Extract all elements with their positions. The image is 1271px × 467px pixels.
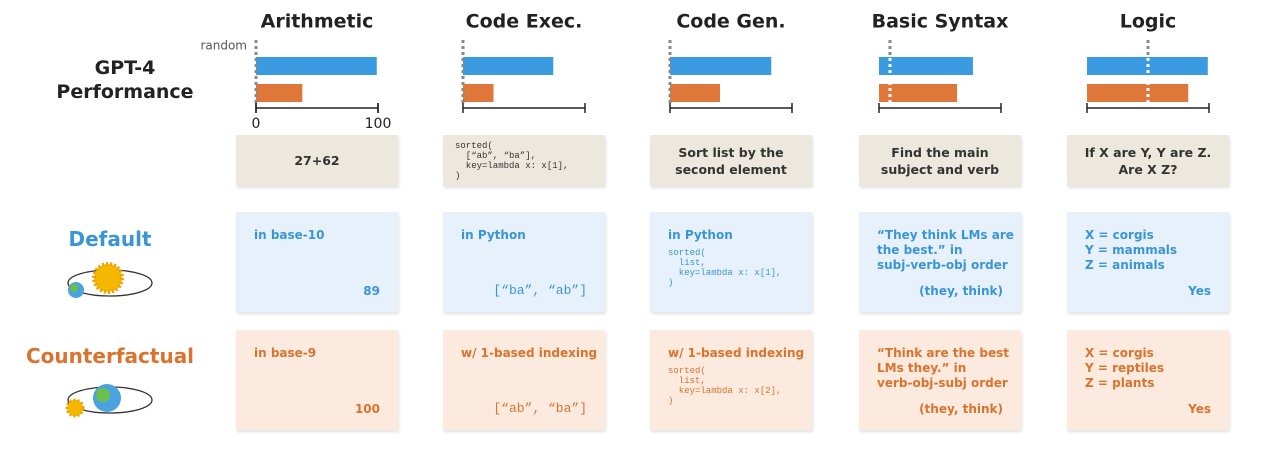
output: [“ab”, “ba”] — [493, 401, 587, 416]
prompt-card: sorted( [“ab”, “ba”], key=lambda x: x[1]… — [443, 135, 605, 186]
bar — [670, 84, 721, 102]
output: Yes — [1188, 284, 1211, 298]
bar — [256, 84, 303, 102]
counterfactual-card: in base-9 100 — [236, 330, 398, 430]
prompt-card: Find the main subject and verb — [859, 135, 1021, 186]
bar — [670, 57, 772, 75]
bar — [463, 84, 494, 102]
condition: in Python — [668, 228, 733, 242]
bar — [879, 84, 958, 102]
chart-title: Arithmetic — [261, 11, 374, 33]
counterfactual-card: “Think are the best LMs they.” in verb-o… — [859, 330, 1021, 430]
condition: w/ 1-based indexing — [668, 346, 805, 360]
condition: X = corgis Y = mammals Z = animals — [1085, 228, 1178, 272]
counterfactual-icon — [65, 384, 153, 418]
counterfactual-card: X = corgis Y = reptiles Z = plants Yes — [1067, 330, 1229, 430]
prompt-card: If X are Y, Y are Z. Are X Z? — [1067, 135, 1229, 186]
output: (they, think) — [919, 402, 1003, 416]
chart-title: Basic Syntax — [872, 11, 1009, 33]
output: (they, think) — [919, 284, 1003, 298]
bar — [879, 57, 973, 75]
random-label: random — [200, 39, 247, 53]
default-card: in Python [“ba”, “ab”] — [443, 212, 605, 312]
default-card: in base-10 89 — [236, 212, 398, 312]
default-card: X = corgis Y = mammals Z = animals Yes — [1067, 212, 1229, 312]
chart-title: Logic — [1120, 11, 1177, 33]
prompt-card: Sort list by the second element — [650, 135, 812, 186]
output: sorted( list, key=lambda x: x[1], ) — [668, 248, 782, 288]
output: Yes — [1188, 402, 1211, 416]
condition: X = corgis Y = reptiles Z = plants — [1085, 346, 1164, 390]
condition: w/ 1-based indexing — [461, 346, 598, 360]
condition: in base-9 — [254, 346, 317, 360]
output: sorted( list, key=lambda x: x[2], ) — [668, 366, 782, 406]
output: [“ba”, “ab”] — [493, 283, 587, 298]
row-label: GPT-4 Performance — [56, 57, 193, 103]
output: 89 — [363, 284, 380, 298]
counterfactual-label: Counterfactual — [25, 344, 195, 368]
condition: in base-10 — [254, 228, 325, 242]
chart-title: Code Exec. — [466, 11, 583, 33]
condition: in Python — [461, 228, 526, 242]
prompt-card: 27+62 — [236, 135, 398, 186]
condition: “Think are the best LMs they.” in verb-o… — [877, 346, 1009, 390]
default-icon — [67, 262, 153, 298]
default-label: Default — [68, 227, 152, 251]
chart-title: Code Gen. — [676, 11, 785, 33]
x-tick-label: 0 — [252, 116, 261, 132]
counterfactual-card: w/ 1-based indexing [“ab”, “ba”] — [443, 330, 605, 430]
x-tick-label: 100 — [365, 116, 392, 132]
bar — [256, 57, 377, 75]
counterfactual-card: w/ 1-based indexing sorted( list, key=lam… — [650, 330, 812, 430]
bar — [1087, 84, 1189, 102]
condition: “They think LMs are the best.” in subj-v… — [877, 228, 1014, 272]
default-card: “They think LMs are the best.” in subj-v… — [859, 212, 1021, 312]
default-card: in Python sorted( list, key=lambda x: x[1… — [650, 212, 812, 312]
bar — [463, 57, 554, 75]
output: 100 — [354, 402, 380, 416]
